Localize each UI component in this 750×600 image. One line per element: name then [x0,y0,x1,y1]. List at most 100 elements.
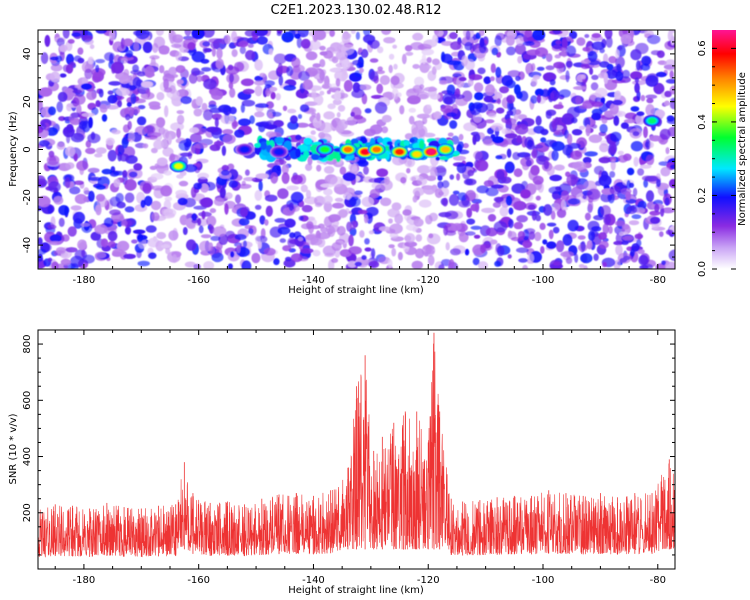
noise-blob [490,184,504,189]
noise-blob [580,59,591,64]
chart-title: C2E1.2023.130.02.48.R12 [270,3,441,18]
noise-blob [467,169,475,177]
noise-blob [508,218,514,229]
noise-blob [466,218,476,225]
noise-blob [643,126,648,139]
noise-blob [227,64,234,71]
noise-blob [255,235,261,245]
noise-blob [211,47,216,57]
noise-blob [332,99,342,106]
noise-blob [293,231,302,239]
noise-blob [231,49,238,58]
noise-blob [156,232,167,240]
noise-blob [414,76,425,87]
noise-blob [650,50,661,56]
noise-blob [548,229,554,240]
noise-blob [423,86,438,92]
noise-blob [112,248,125,257]
spectrogram-ticks: -180 -160 -140 -120 -100 -80 -40 -20 0 20 40 [22,29,675,286]
noise-blob [316,164,322,172]
noise-blob [210,235,221,241]
noise-blob [539,222,546,230]
noise-blob [251,252,261,264]
noise-blob [116,240,130,252]
noise-blob [305,163,313,171]
noise-blob [649,135,662,142]
noise-blob [221,145,227,156]
noise-blob [418,199,432,208]
noise-blob [542,239,548,245]
noise-blob [107,94,118,104]
noise-blob [469,103,482,116]
noise-blob [132,106,141,115]
noise-blob [492,201,501,208]
noise-blob [604,79,618,91]
noise-blob [484,119,495,124]
noise-blob [445,242,450,251]
noise-blob [38,195,51,208]
noise-blob [565,70,570,83]
noise-blob [215,58,224,69]
noise-blob [276,31,282,36]
noise-blob [331,242,342,251]
noise-blob [107,241,116,248]
noise-blob [143,124,156,135]
noise-blob [313,94,324,106]
noise-blob [468,78,474,87]
noise-blob [664,100,670,106]
noise-blob [584,34,590,38]
noise-blob [74,180,84,186]
noise-blob [645,94,658,99]
noise-blob [209,107,223,114]
noise-blob [360,48,369,58]
hot-spot [395,149,404,155]
noise-blob [505,195,513,206]
noise-blob [304,196,318,205]
noise-blob [65,146,76,157]
noise-blob [487,214,497,222]
noise-blob [124,192,135,203]
noise-blob [468,74,483,81]
noise-blob [59,73,67,78]
noise-blob [434,188,443,199]
noise-blob [582,194,587,200]
noise-blob [572,161,587,171]
noise-blob [84,68,93,80]
noise-blob [275,93,281,101]
noise-blob [517,231,526,239]
noise-blob [319,45,326,51]
noise-blob [363,166,369,175]
noise-blob [178,139,192,151]
noise-blob [40,52,49,64]
hot-spot [426,149,436,155]
noise-blob [253,80,266,86]
noise-blob [124,206,135,213]
noise-blob [599,61,610,68]
noise-blob [664,90,672,98]
noise-blob [620,122,629,129]
noise-blob [423,185,436,195]
noise-blob [163,87,173,93]
signal-blob [254,145,263,155]
noise-blob [566,133,573,145]
noise-blob [126,102,132,107]
noise-blob [408,115,415,125]
noise-blob [341,44,355,56]
noise-blob [228,180,239,188]
noise-blob [501,176,512,184]
noise-blob [95,184,107,190]
noise-blob [99,104,108,113]
noise-blob [273,258,280,266]
noise-blob [670,35,675,46]
noise-blob [39,123,47,130]
noise-blob [531,63,536,72]
noise-blob [171,43,182,49]
noise-blob [565,36,572,42]
noise-blob [95,100,101,108]
noise-blob [283,84,296,91]
noise-blob [73,153,78,162]
noise-blob [602,223,609,235]
noise-blob [87,167,100,174]
noise-blob [363,34,376,44]
signal-blob [386,141,393,146]
